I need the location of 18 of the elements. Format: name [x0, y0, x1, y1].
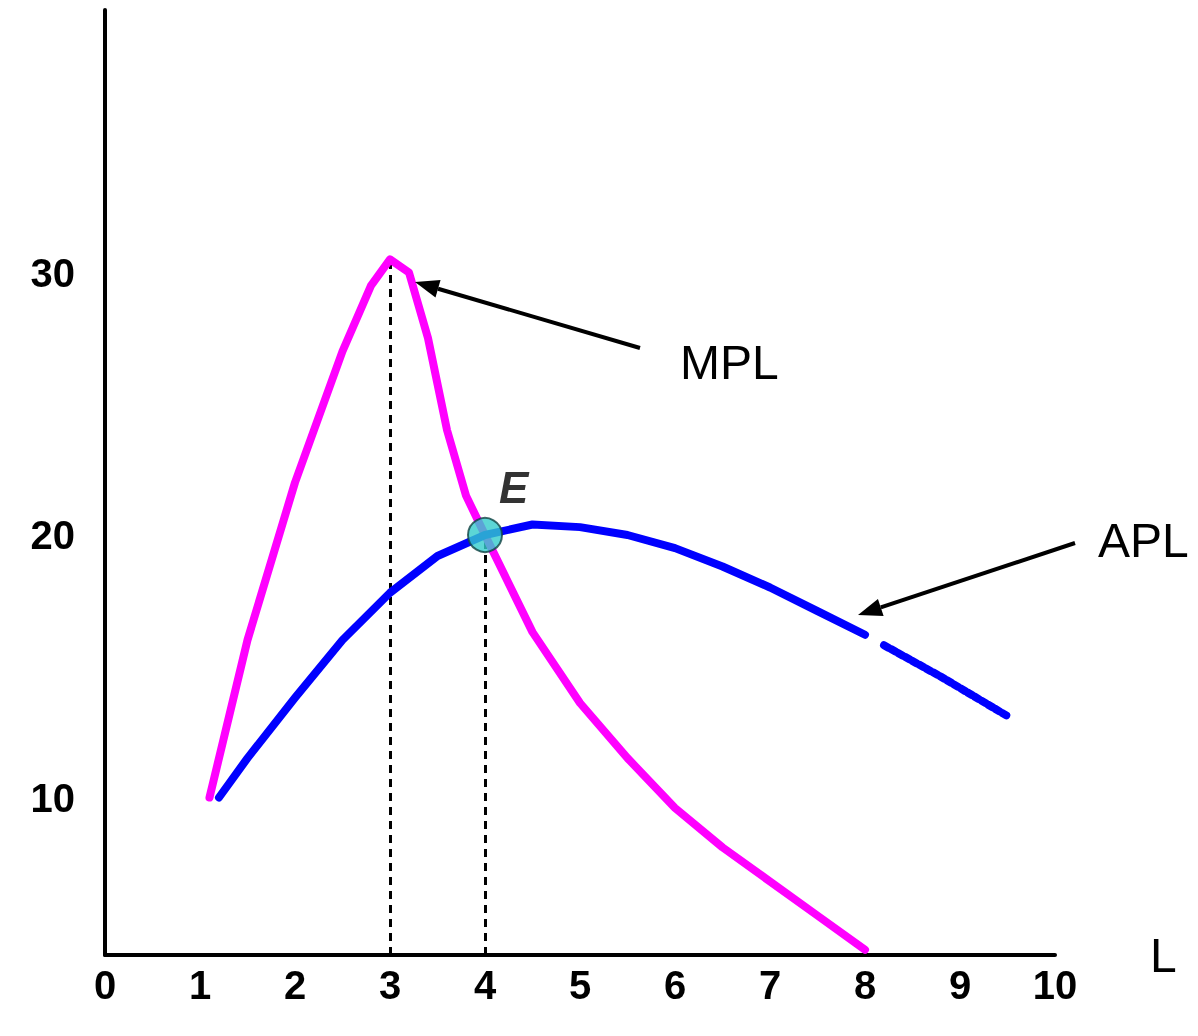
x-tick-label: 8	[853, 963, 877, 1007]
text: APL	[1098, 513, 1189, 567]
y-tick-label: 30	[30, 250, 75, 295]
x-tick-label: 6	[663, 963, 687, 1007]
x-axis-title: L	[1150, 928, 1177, 982]
y-tick-label: 10	[30, 775, 75, 820]
x-tick-label: 4	[473, 963, 497, 1007]
y-tick-label: 20	[30, 513, 75, 557]
x-tick-label: 9	[948, 963, 972, 1007]
x-tick-label: 2	[283, 963, 307, 1007]
x-tick-label: 0	[93, 963, 117, 1007]
x-tick-label: 5	[568, 963, 592, 1007]
series-label: E	[499, 462, 530, 512]
x-tick-label: 10	[1032, 963, 1078, 1007]
x-tick-label: 1	[188, 963, 212, 1007]
x-tick-label: 7	[758, 963, 782, 1007]
x-tick-label: 3	[378, 963, 402, 1007]
annotation: MPL	[680, 335, 779, 389]
